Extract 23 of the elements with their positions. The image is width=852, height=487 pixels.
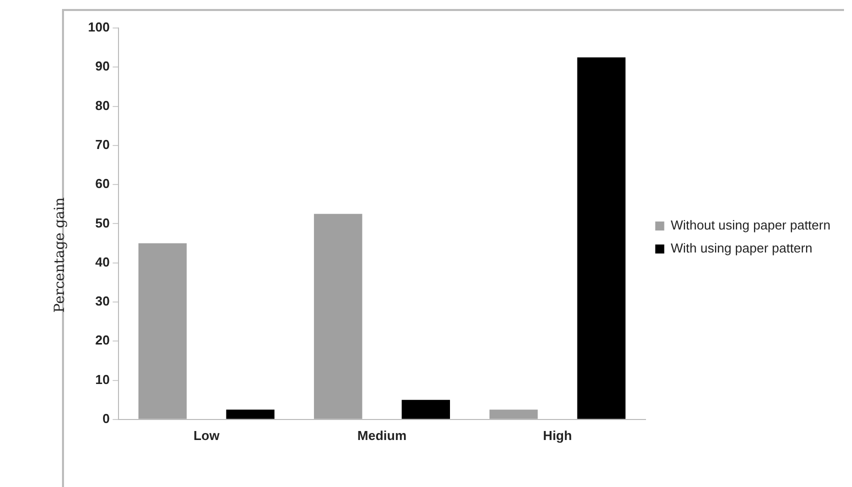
bar <box>138 243 187 419</box>
legend-label: Without using paper pattern <box>670 218 830 233</box>
x-tick-label: Low <box>193 428 220 443</box>
bar <box>489 410 538 419</box>
y-tick-label: 70 <box>95 137 110 152</box>
y-tick-label: 90 <box>95 58 110 74</box>
legend-label: With using paper pattern <box>670 240 812 256</box>
y-tick-label: 10 <box>95 372 110 387</box>
y-tick-label: 50 <box>95 215 110 230</box>
y-tick-label: 40 <box>95 254 110 270</box>
bar <box>402 400 450 419</box>
x-tick-label: Medium <box>357 428 407 443</box>
y-tick-label: 80 <box>95 98 110 113</box>
y-axis-title: Percentage gain <box>52 197 68 313</box>
y-tick-label: 20 <box>95 332 110 348</box>
bar <box>314 214 362 419</box>
x-tick-label: High <box>543 428 572 443</box>
bar <box>577 57 626 419</box>
y-tick-label: 30 <box>95 294 110 309</box>
y-tick-label: 100 <box>88 20 110 35</box>
y-tick-label: 0 <box>102 410 110 426</box>
y-tick-label: 60 <box>95 176 110 192</box>
bar <box>226 410 274 419</box>
